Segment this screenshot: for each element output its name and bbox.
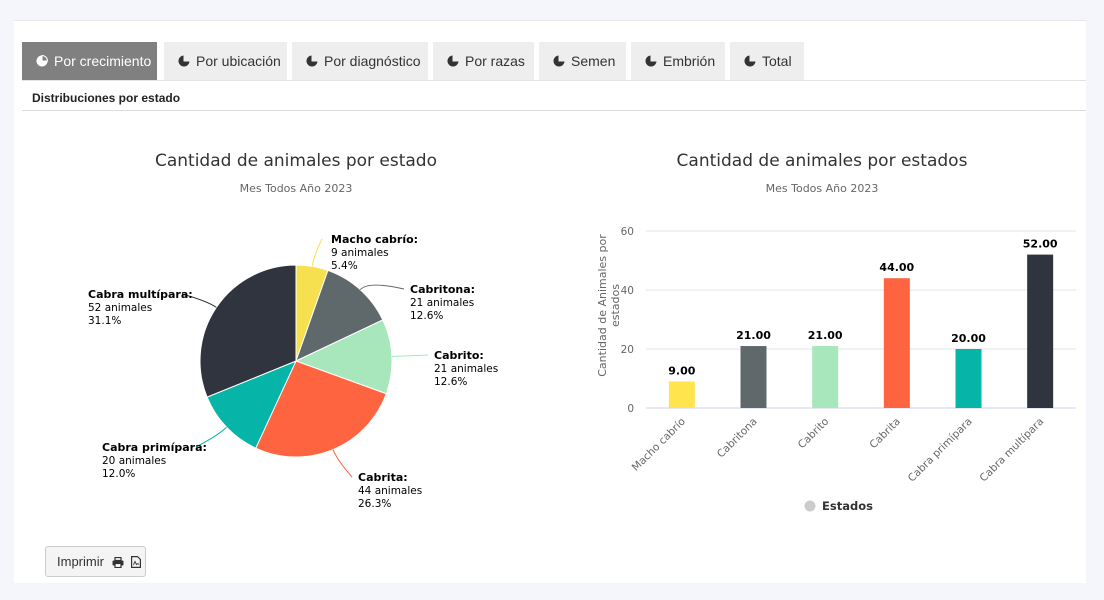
- pie-slice-percent: 12.6%: [434, 376, 467, 388]
- pie-chart-subtitle: Mes Todos Año 2023: [239, 182, 353, 195]
- legend-marker[interactable]: [804, 500, 816, 512]
- pie-slice-value: 21 animales: [434, 363, 498, 375]
- tab-por-crecimiento[interactable]: Por crecimiento: [22, 42, 157, 80]
- pie-slice-value: 44 animales: [358, 485, 422, 497]
- pie-slice-value: 21 animales: [410, 297, 474, 309]
- pie-slice-percent: 5.4%: [331, 260, 358, 272]
- legend-label[interactable]: Estados: [822, 499, 873, 513]
- pie-slice-label: Cabrita:: [358, 471, 408, 484]
- printer-icon: [112, 556, 124, 569]
- content-panel: Por crecimiento Por ubicación Por diagnó…: [14, 20, 1086, 583]
- pie-label-connector: [332, 449, 353, 478]
- pie-slice-label: Cabra primípara:: [102, 441, 207, 454]
- tab-label: Por razas: [465, 53, 525, 69]
- bar[interactable]: [740, 346, 767, 408]
- pie-chart-icon: [553, 55, 565, 67]
- pie-slice-label: Cabrito:: [434, 349, 484, 362]
- tab-semen[interactable]: Semen: [539, 42, 626, 80]
- bar-chart-subtitle: Mes Todos Año 2023: [765, 182, 879, 195]
- y-tick-label: 40: [621, 285, 634, 297]
- section-title: Distribuciones por estado: [32, 91, 181, 105]
- print-button-label: Imprimir: [57, 554, 104, 569]
- bar[interactable]: [812, 346, 839, 408]
- pie-chart-icon: [447, 55, 459, 67]
- pie-slice[interactable]: [206, 360, 297, 449]
- pie-slice[interactable]: [295, 269, 384, 362]
- pie-label-connector: [311, 238, 323, 267]
- section-divider: [22, 110, 1086, 111]
- pie-slice-value: 52 animales: [88, 302, 152, 314]
- pie-chart: Macho cabrío:9 animales5.4%Cabritona:21 …: [88, 233, 498, 510]
- tab-por-razas[interactable]: Por razas: [433, 42, 534, 80]
- pie-slice-label: Cabra multípara:: [88, 288, 193, 301]
- tab-por-ubicacion[interactable]: Por ubicación: [164, 42, 287, 80]
- tab-total[interactable]: Total: [730, 42, 804, 80]
- pie-slice-percent: 31.1%: [88, 315, 121, 327]
- bar-value-label: 21.00: [808, 329, 843, 342]
- y-tick-label: 60: [621, 226, 634, 238]
- bar-value-label: 44.00: [879, 261, 914, 274]
- pie-label-connector: [359, 284, 405, 291]
- y-tick-label: 20: [621, 344, 634, 356]
- bar[interactable]: [955, 349, 982, 408]
- pie-chart-title: Cantidad de animales por estado: [154, 151, 438, 171]
- bar-chart-title: Cantidad de animales por estados: [676, 151, 968, 171]
- bar-value-label: 9.00: [668, 364, 695, 377]
- x-tick-label: Cabrito: [796, 416, 832, 452]
- tab-por-diagnostico[interactable]: Por diagnóstico: [292, 42, 428, 80]
- tab-label: Semen: [571, 53, 616, 69]
- tab-label: Embrión: [663, 53, 716, 69]
- x-tick-label: Cabra primípara: [906, 416, 975, 485]
- pie-label-connector: [195, 426, 227, 448]
- bar[interactable]: [883, 278, 910, 408]
- pie-slice[interactable]: [199, 264, 297, 398]
- pie-slice-label: Macho cabrío:: [331, 233, 418, 246]
- pie-chart-icon: [36, 55, 48, 67]
- x-tick-label: Macho cabrío: [630, 416, 688, 474]
- tab-bar: Por crecimiento Por ubicación Por diagnó…: [22, 42, 1086, 81]
- bar[interactable]: [668, 381, 695, 408]
- tab-label: Total: [762, 53, 792, 69]
- bar-value-label: 20.00: [951, 332, 986, 345]
- bar-value-label: 21.00: [736, 329, 771, 342]
- y-tick-label: 0: [627, 403, 634, 415]
- x-tick-label: Cabra multípara: [978, 416, 1047, 485]
- pie-chart-icon: [744, 55, 756, 67]
- print-button[interactable]: Imprimir: [45, 546, 146, 577]
- x-tick-label: Cabrita: [867, 416, 903, 452]
- pie-slice-percent: 12.0%: [102, 468, 135, 480]
- y-axis-title: Cantidad de Animales porestados: [596, 234, 622, 377]
- tab-label: Por diagnóstico: [324, 53, 421, 69]
- pdf-file-icon: [131, 556, 142, 568]
- tab-label: Por crecimiento: [54, 53, 152, 69]
- pie-label-connector: [391, 354, 429, 357]
- pie-slice-percent: 26.3%: [358, 498, 391, 510]
- bar-value-label: 52.00: [1023, 238, 1058, 251]
- pie-chart-icon: [178, 55, 190, 67]
- pie-slice-label: Cabritona:: [410, 283, 475, 296]
- tab-label: Por ubicación: [196, 53, 281, 69]
- x-tick-label: Cabritona: [715, 416, 760, 461]
- pie-label-connector: [181, 293, 217, 308]
- pie-chart-icon: [645, 55, 657, 67]
- pie-slice-percent: 12.6%: [410, 310, 443, 322]
- tab-embrion[interactable]: Embrión: [631, 42, 725, 80]
- pie-slice-value: 20 animales: [102, 455, 166, 467]
- pie-slice-value: 9 animales: [331, 247, 389, 259]
- bar[interactable]: [1027, 254, 1054, 408]
- pie-chart-icon: [306, 55, 318, 67]
